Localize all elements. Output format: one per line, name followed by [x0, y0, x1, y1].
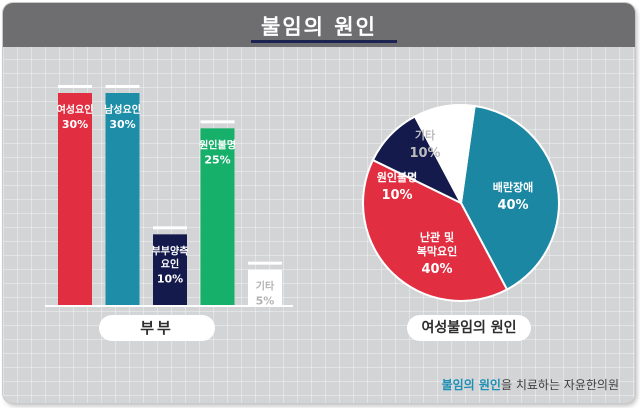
- pie-value-0: 40%: [497, 198, 528, 213]
- bar-value-2: 10%: [157, 272, 183, 285]
- pie-label-1: 난관 및: [420, 230, 454, 244]
- female-chart-label: 여성불임의 원인: [407, 315, 531, 341]
- bar-value-1: 30%: [109, 118, 135, 131]
- pie-label-3: 기타: [415, 128, 436, 142]
- header-band: [3, 3, 635, 47]
- bar-label-3: 원인불명: [199, 138, 236, 151]
- pie-label-0: 배란장애: [493, 180, 533, 194]
- bar-0: [58, 93, 92, 305]
- bar-label-2: 부부양측: [152, 244, 189, 257]
- pie-slice-1: [362, 158, 509, 302]
- pie-value-2: 10%: [381, 188, 412, 203]
- bar-label-4: 기타: [256, 280, 275, 293]
- pie-value-3: 10%: [409, 146, 440, 161]
- pie-label-1: 복막요인: [417, 244, 457, 258]
- bar-value-4: 5%: [256, 295, 275, 308]
- couple-chart-label: 부부: [99, 315, 215, 341]
- pie-label-2: 원인불명: [377, 170, 417, 184]
- pie-value-1: 40%: [421, 262, 452, 277]
- bar-label-2: 요인: [161, 257, 179, 270]
- bar-3: [200, 128, 235, 305]
- bar-cap-2: [153, 226, 187, 230]
- bar-1: [105, 93, 140, 305]
- pie-slice-0: [459, 104, 560, 291]
- bar-cap-1: [105, 85, 140, 88]
- bar-value-3: 25%: [204, 153, 230, 166]
- pie-slice-3: [413, 104, 476, 207]
- bar-label-1: 남성요인: [104, 103, 141, 116]
- bar-cap-4: [248, 261, 282, 265]
- footer-text: 불임의 원인을 치료하는 자윤한의원: [442, 376, 619, 393]
- footer-highlight: 불임의 원인: [441, 378, 501, 392]
- bar-label-0: 여성요인: [57, 103, 94, 116]
- bar-2: [153, 234, 187, 305]
- title-underline: [251, 40, 397, 43]
- bar-cap-0: [58, 85, 92, 88]
- infographic-frame: 불임의 원인 여성요인 30% 남성요인 30% 부부양측 요인 10% 원인불명 25% 기타 5…: [3, 3, 635, 403]
- page-title: 불임의 원인: [261, 15, 377, 39]
- bar-cap-3: [200, 120, 235, 124]
- bar-value-0: 30%: [62, 118, 88, 131]
- bar-4: [248, 269, 282, 305]
- footer-rest: 을 치료하는 자윤한의원: [500, 378, 619, 392]
